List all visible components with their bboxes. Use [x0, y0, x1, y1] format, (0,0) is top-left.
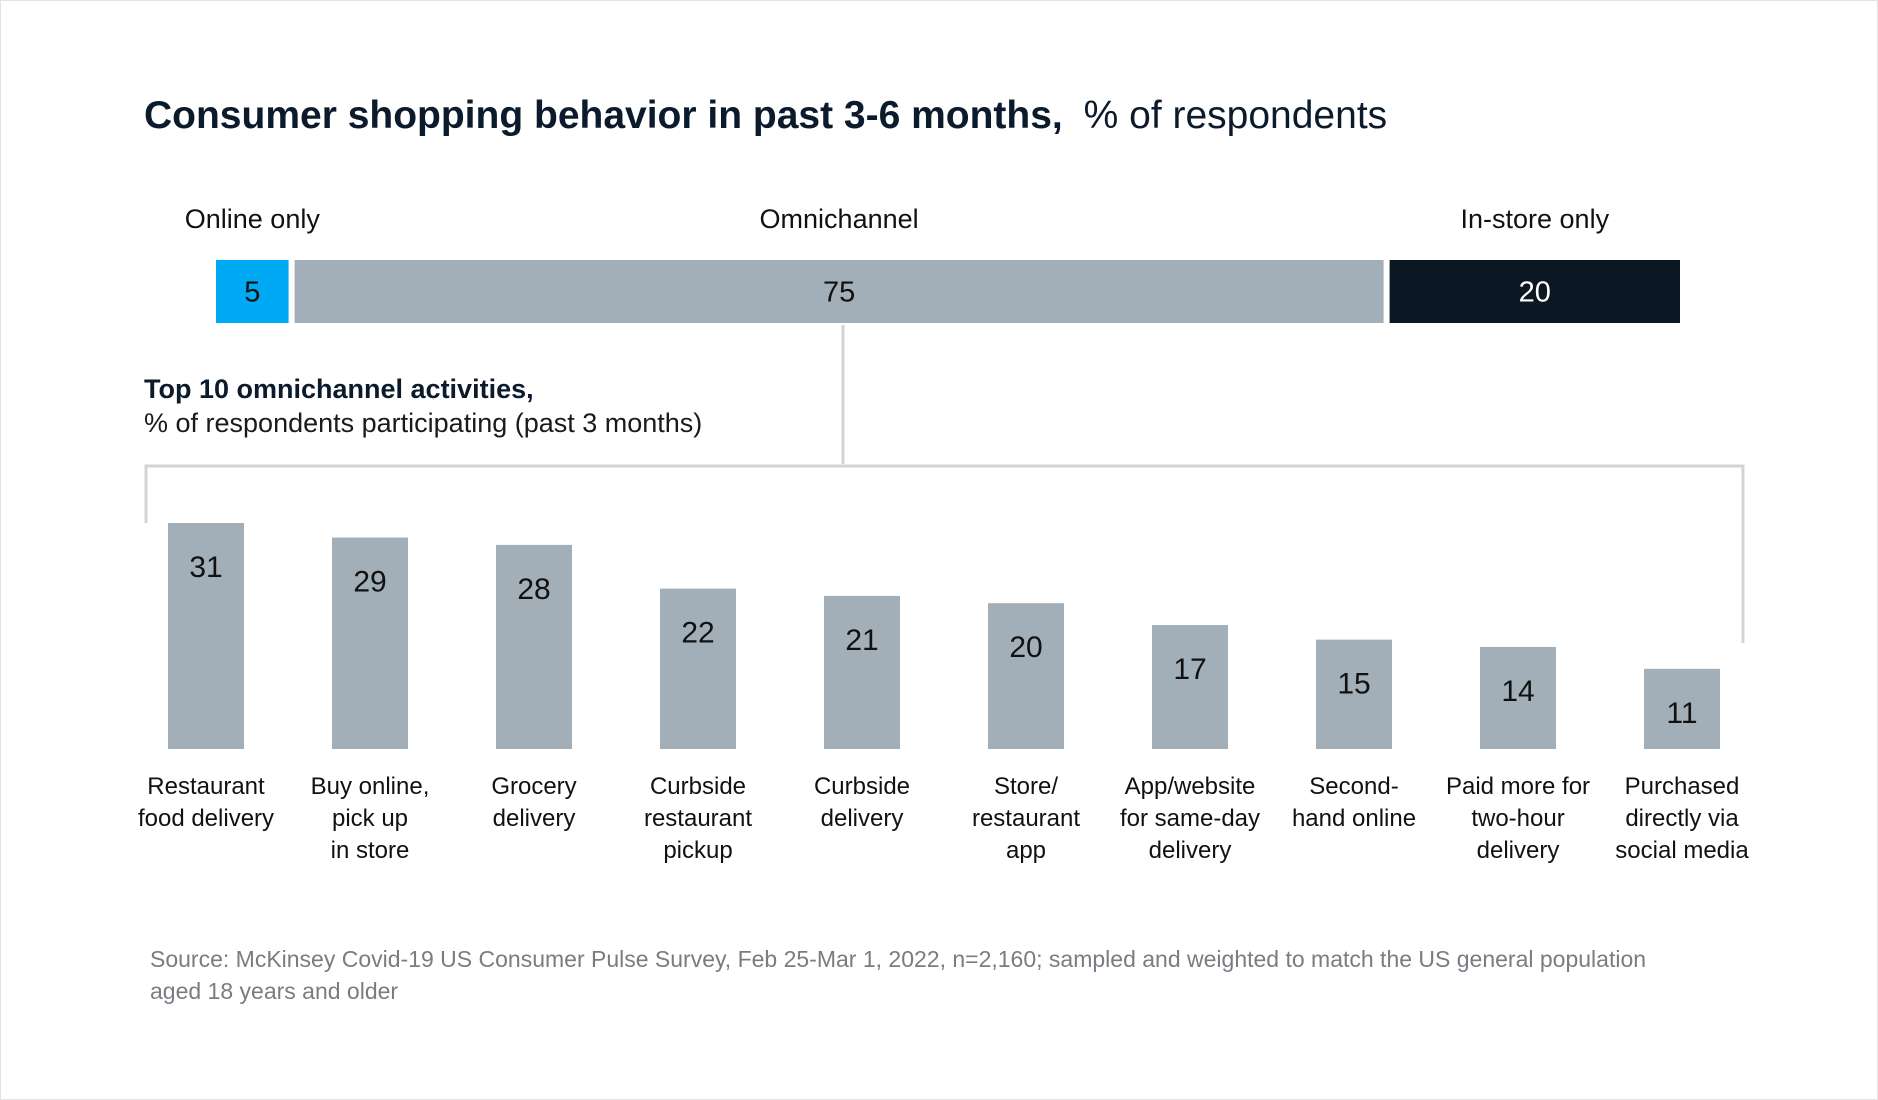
- bar-label-1: Buy online, pick up in store: [311, 773, 430, 864]
- source-note-line-1: Source: McKinsey Covid-19 US Consumer Pu…: [150, 946, 1646, 972]
- bar-label-line: Purchased: [1625, 773, 1740, 800]
- bar-4: [824, 595, 900, 749]
- segment-value-0: 5: [244, 277, 260, 309]
- bar-label-line: delivery: [1477, 837, 1560, 864]
- bar-label-line: restaurant: [644, 805, 752, 832]
- bar-label-7: Second-hand online: [1292, 773, 1416, 832]
- bar-label-line: hand online: [1292, 805, 1416, 832]
- chart-title-regular: % of respondents: [1084, 94, 1388, 137]
- bar-label-line: delivery: [1149, 837, 1232, 864]
- bar-label-6: App/website for same-day delivery: [1120, 773, 1260, 864]
- bar-label-line: Grocery: [491, 773, 576, 800]
- bar-label-line: pickup: [663, 837, 732, 864]
- stacked-bar: 5 Online only 75 Omnichannel 20 In-store only: [185, 204, 1680, 323]
- bar-value-2: 28: [517, 573, 550, 606]
- segment-0: [216, 260, 289, 323]
- bar-7: [1316, 639, 1392, 749]
- bar-label-line: delivery: [821, 805, 904, 832]
- segment-value-1: 75: [823, 277, 855, 309]
- bar-label-5: Store/restaurant app: [972, 773, 1080, 864]
- bar-label-line: social media: [1615, 837, 1749, 864]
- bracket: [144, 464, 1745, 643]
- bar-label-0: Restaurant food delivery: [138, 773, 274, 832]
- bar-value-9: 11: [1666, 697, 1697, 730]
- bar-value-6: 17: [1173, 653, 1206, 686]
- subtitle-bold: Top 10 omnichannel activities,: [144, 374, 534, 404]
- bar-9: [1644, 668, 1720, 749]
- bar-label-line: Paid more for: [1446, 773, 1590, 800]
- bar-label-line: Buy online,: [311, 773, 430, 800]
- bar-value-4: 21: [845, 624, 878, 657]
- subtitle-regular: % of respondents participating (past 3 m…: [144, 408, 702, 438]
- source-note-line-2: aged 18 years and older: [150, 978, 398, 1004]
- bar-label-line: App/website: [1125, 773, 1256, 800]
- bar-5: [988, 603, 1064, 749]
- bar-label-line: Curbside: [814, 773, 910, 800]
- bar-label-line: app: [1006, 837, 1046, 864]
- bar-3: [660, 588, 736, 749]
- chart-title: Consumer shopping behavior in past 3-6 m…: [144, 94, 1387, 137]
- segment-value-2: 20: [1519, 277, 1551, 309]
- bar-2: [496, 544, 572, 749]
- segment-label-1: Omnichannel: [760, 204, 919, 234]
- bar-label-line: Second-: [1309, 773, 1398, 800]
- bar-label-line: pick up: [332, 805, 408, 832]
- bar-label-line: restaurant: [972, 805, 1080, 832]
- segment-label-2: In-store only: [1461, 204, 1610, 234]
- activity-bars: 31 Restaurant food delivery 29 Buy online, pi…: [138, 523, 1749, 864]
- bar-label-line: Store/: [994, 773, 1058, 800]
- bar-label-8: Paid more for two-hour delivery: [1446, 773, 1590, 864]
- bar-label-4: Curbside delivery: [814, 773, 910, 832]
- bar-value-3: 22: [681, 617, 714, 650]
- segment-2: [1389, 260, 1680, 323]
- bar-label-line: two-hour: [1471, 805, 1564, 832]
- bar-6: [1152, 625, 1228, 749]
- bar-label-line: delivery: [493, 805, 576, 832]
- bar-label-line: Curbside: [650, 773, 746, 800]
- bar-label-line: directly via: [1625, 805, 1739, 832]
- bar-value-1: 29: [353, 566, 386, 599]
- bar-value-7: 15: [1337, 668, 1370, 701]
- bar-label-9: Purchased directly via social media: [1615, 773, 1749, 864]
- bar-label-2: Grocery delivery: [491, 773, 576, 832]
- bar-label-line: food delivery: [138, 805, 274, 832]
- bar-value-0: 31: [189, 551, 222, 584]
- bar-label-3: Curbside restaurant pickup: [644, 773, 752, 864]
- bar-1: [332, 537, 408, 749]
- chart-title-bold: Consumer shopping behavior in past 3-6 m…: [144, 94, 1063, 137]
- bar-label-line: for same-day: [1120, 805, 1260, 832]
- segment-label-0: Online only: [185, 204, 321, 234]
- bar-label-line: Restaurant: [147, 773, 265, 800]
- bar-label-line: in store: [331, 837, 410, 864]
- segment-1: [294, 260, 1384, 323]
- bar-0: [168, 523, 244, 749]
- bar-value-5: 20: [1009, 631, 1042, 664]
- bar-value-8: 14: [1501, 675, 1534, 708]
- bar-8: [1480, 646, 1556, 749]
